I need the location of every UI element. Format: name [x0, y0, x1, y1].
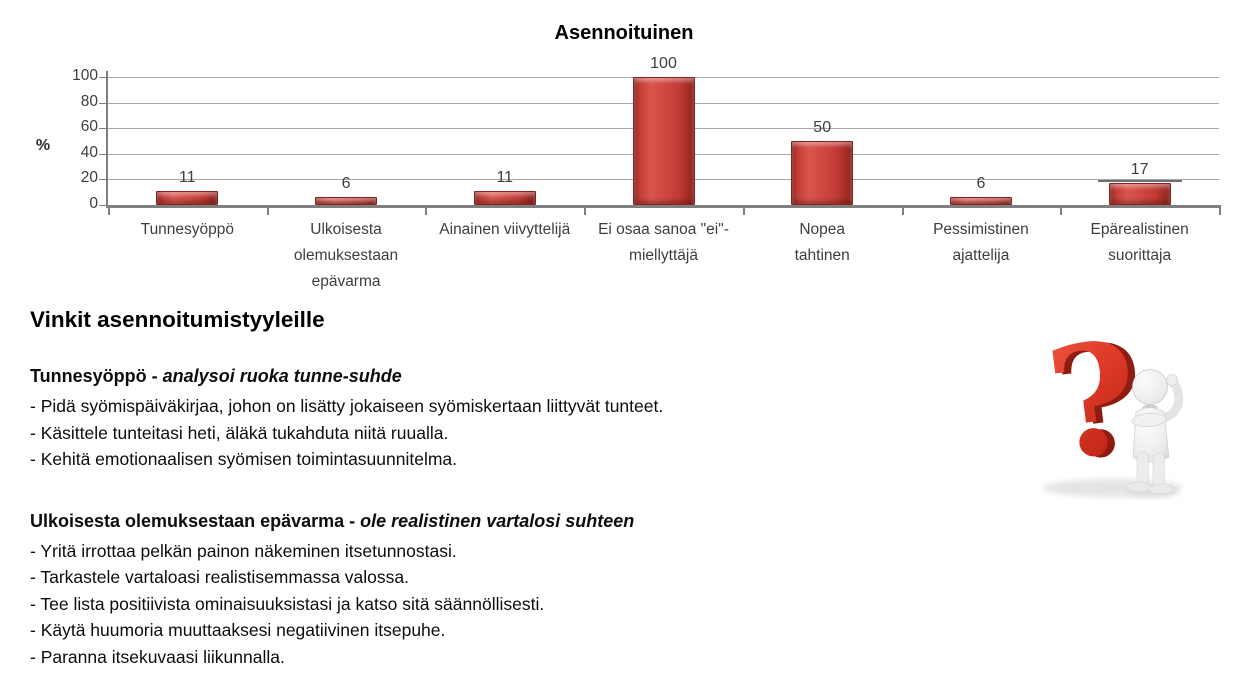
category-label: Epärealistinen suorittaja	[1060, 217, 1219, 269]
svg-text:?: ?	[1038, 316, 1148, 495]
bar	[949, 197, 1012, 205]
x-axis-tick	[425, 205, 428, 215]
bar-value-label: 11	[179, 168, 196, 186]
question-mark-figure-graphic: ? ?	[1038, 306, 1184, 497]
bar-value-label: 11	[496, 168, 514, 186]
y-axis-tick	[99, 205, 106, 206]
tip-section-title: Ulkoisesta olemuksestaan epävarma - ole …	[30, 509, 1020, 533]
bar	[473, 190, 536, 205]
y-tick-label: 100	[72, 67, 98, 84]
category-label-line: suorittaja	[1108, 247, 1172, 264]
category-label-line: Nopea	[799, 221, 846, 238]
bar	[632, 77, 695, 205]
y-tick-label: 80	[80, 92, 98, 110]
thinking-figure-icon	[1126, 369, 1184, 497]
category-label-line: Ei osaa sanoa "ei"-	[598, 221, 729, 238]
category-label-line: tahtinen	[794, 247, 850, 264]
category-label: Ainainen viivyttelijä	[425, 217, 584, 243]
x-axis-tick	[266, 205, 269, 215]
tip-bullet: - Yritä irrottaa pelkän painon näkeminen…	[30, 540, 457, 561]
category-label-line: Ainainen viivyttelijä	[439, 221, 571, 238]
chart-title: Asennoituinen	[554, 22, 694, 44]
category-label-line: Tunnesyöppö	[140, 221, 235, 238]
category-label-line: miellyttäjä	[629, 247, 698, 264]
tip-bullet: - Pidä syömispäiväkirjaa, johon on lisät…	[30, 396, 664, 416]
y-axis-tick	[99, 179, 106, 181]
category-label: Ei osaa sanoa "ei"- miellyttäjä	[584, 217, 743, 269]
bar-chart: Asennoituinen % 0 20 40 60 80 100 11 Tunnesyöpp…	[0, 0, 1242, 300]
bar	[156, 190, 219, 205]
x-axis-tick	[1060, 205, 1063, 215]
x-axis-tick	[742, 205, 745, 215]
y-axis-tick	[99, 153, 106, 155]
question-mark-illustration: ? ?	[1033, 306, 1198, 501]
category-label-line: Pessimistinen	[933, 221, 1029, 238]
y-axis-tick	[99, 128, 106, 130]
y-tick-label: 60	[80, 118, 98, 136]
category-label-line: ajattelija	[952, 247, 1010, 264]
y-axis-tick	[99, 77, 106, 78]
category-label: Pessimistinen ajattelija	[902, 217, 1061, 269]
tip-bullet: - Käytä huumoria muuttaaksesi negatiivin…	[30, 620, 446, 640]
tip-bullet: - Paranna itsekuvaasi liikunnalla.	[30, 646, 285, 667]
bar-value-label: 6	[976, 175, 986, 193]
x-axis-tick	[584, 205, 587, 215]
category-label-line: Epärealistinen	[1090, 221, 1189, 238]
tips-section: Vinkit asennoitumistyyleille Tunnesyöppö…	[30, 306, 1020, 687]
bar	[1108, 183, 1171, 205]
tips-heading: Vinkit asennoitumistyyleille	[30, 307, 325, 332]
tip-section-title: Tunnesyöppö - analysoi ruoka tunne-suhde	[30, 364, 1020, 388]
y-tick-label: 0	[89, 195, 98, 212]
category-label-line: epävarma	[311, 273, 381, 290]
tip-bullet: - Kehitä emotionaalisen syömisen toimint…	[30, 449, 458, 469]
x-axis-tick	[901, 205, 904, 215]
tips-list: Tunnesyöppö - analysoi ruoka tunne-suhde…	[30, 364, 1020, 670]
bar-value-label: 100	[650, 55, 677, 72]
category-label: Nopea tahtinen	[743, 217, 902, 269]
y-axis-title: %	[35, 137, 51, 154]
category-label: Ulkoisesta olemuksestaan epävarma	[267, 217, 426, 295]
category-label: Tunnesyöppö	[108, 217, 267, 243]
tip-section: Ulkoisesta olemuksestaan epävarma - ole …	[30, 509, 1020, 671]
bar-value-label: 17	[1130, 161, 1149, 179]
tip-bullet: - Tarkastele vartaloasi realistisemmassa…	[30, 567, 409, 587]
bar	[315, 197, 378, 205]
y-axis-tick	[99, 102, 106, 104]
x-axis-tick	[108, 205, 110, 215]
bar-value-label: 6	[341, 175, 351, 193]
tip-bullet: - Käsittele tunteitasi heti, äläkä tukah…	[30, 422, 449, 443]
y-tick-label: 40	[80, 143, 98, 161]
tip-title-bold: Ulkoisesta olemuksestaan epävarma -	[30, 510, 361, 531]
y-tick-label: 20	[80, 169, 98, 187]
bar-value-label: 50	[813, 119, 832, 136]
tip-bullet: - Tee lista positiivista ominaisuuksista…	[30, 593, 545, 614]
category-label-line: Ulkoisesta	[310, 221, 382, 238]
x-axis-tick	[1219, 205, 1221, 215]
dark-gridline-segment	[1097, 180, 1182, 183]
tip-title-italic: analysoi ruoka tunne-suhde	[162, 366, 402, 386]
tip-section: Tunnesyöppö - analysoi ruoka tunne-suhde…	[30, 364, 1020, 473]
tip-title-italic: ole realistinen vartalosi suhteen	[360, 510, 635, 531]
x-axis-line	[106, 205, 1221, 208]
category-label-line: olemuksestaan	[293, 247, 399, 264]
tip-title-bold: Tunnesyöppö -	[30, 366, 163, 386]
bar	[791, 141, 854, 205]
y-axis-line	[106, 71, 108, 205]
